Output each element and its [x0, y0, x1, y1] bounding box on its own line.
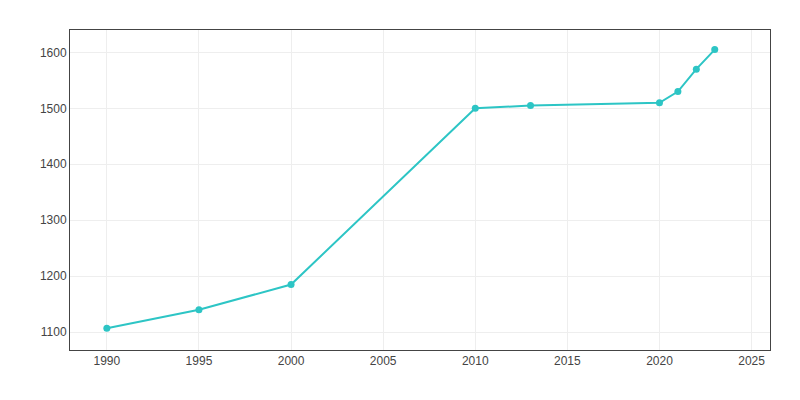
svg-text:1400: 1400: [40, 157, 67, 171]
svg-text:1100: 1100: [41, 325, 67, 339]
svg-text:1600: 1600: [40, 46, 67, 60]
svg-text:1500: 1500: [40, 102, 67, 116]
svg-text:2000: 2000: [278, 354, 305, 368]
svg-text:2020: 2020: [646, 354, 673, 368]
svg-text:1300: 1300: [40, 213, 67, 227]
svg-text:2010: 2010: [462, 354, 489, 368]
svg-text:2015: 2015: [554, 354, 581, 368]
svg-text:1200: 1200: [40, 269, 67, 283]
svg-text:2025: 2025: [738, 354, 765, 368]
svg-text:1990: 1990: [93, 354, 120, 368]
svg-text:2005: 2005: [370, 354, 397, 368]
svg-text:1995: 1995: [186, 354, 213, 368]
